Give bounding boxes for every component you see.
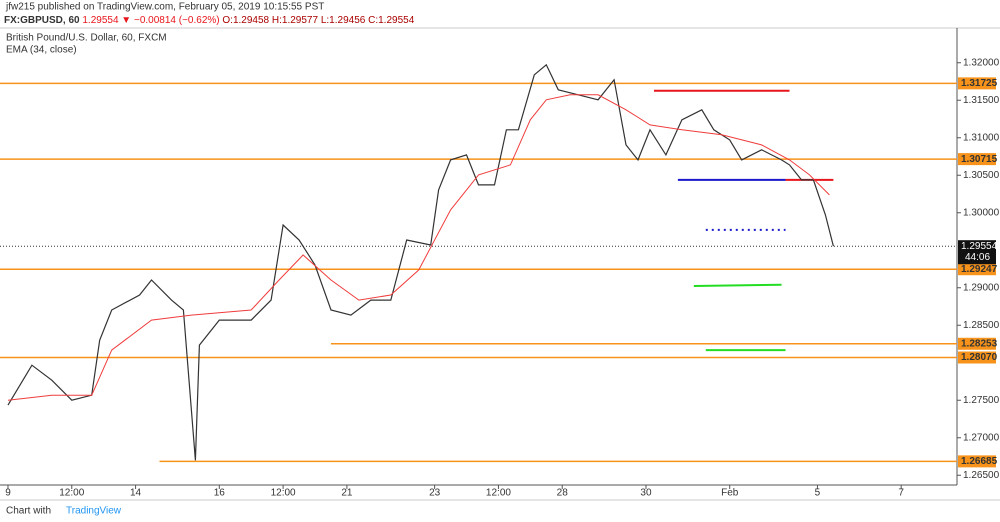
series-line: [7, 63, 834, 461]
arrow: ▼: [121, 15, 131, 26]
change: −0.00814 (−0.62%): [134, 15, 220, 26]
x-tick-label: 9: [5, 488, 11, 499]
level-label-box: [958, 455, 996, 468]
series-line: [7, 94, 830, 401]
last-price-box: [958, 240, 996, 265]
ohlc: L:1.29456: [321, 15, 366, 26]
last: 1.29554: [82, 15, 119, 26]
x-tick-label: Feb: [721, 488, 739, 499]
legend-entry: British Pound/U.S. Dollar, 60, FXCM: [6, 33, 167, 44]
level-label-box: [958, 337, 996, 350]
x-tick-label: 23: [429, 488, 441, 499]
y-tick-label: 1.31500: [963, 95, 1000, 106]
y-tick-label: 1.29000: [963, 282, 1000, 293]
footer-prefix: Chart with: [6, 506, 51, 517]
level-label: 1.28253: [961, 338, 998, 349]
symbol: FX:GBPUSD, 60: [4, 15, 80, 26]
y-tick-label: 1.32000: [963, 57, 1000, 68]
level-label: 1.31725: [961, 78, 998, 89]
published-line: jfw215 published on TradingView.com, Feb…: [5, 2, 324, 13]
countdown: 44:06: [965, 252, 990, 263]
quote-line: FX:GBPUSD, 60 1.29554 ▼ −0.00814 (−0.62%…: [4, 15, 415, 26]
level-label-box: [958, 153, 996, 166]
plot: 1.32000 1.31500 1.31000 1.30500 1.30000 1.290…: [0, 33, 1000, 499]
x-tick-label: 30: [640, 488, 652, 499]
y-tick-label: 1.28500: [963, 320, 1000, 331]
legend-entry: EMA (34, close): [6, 45, 77, 56]
y-tick-label: 1.31000: [963, 132, 1000, 143]
level-label-box: [958, 351, 996, 364]
y-tick-label: 1.27000: [963, 432, 1000, 443]
x-tick-label: 12:00: [486, 488, 511, 499]
last-price-label: 1.29554: [961, 241, 998, 252]
ohlc: C:1.29554: [368, 15, 415, 26]
drawing: [693, 283, 782, 288]
ohlc: H:1.29577: [272, 15, 319, 26]
level-label: 1.28070: [961, 352, 998, 363]
x-tick-label: 21: [341, 488, 353, 499]
ohlc: O:1.29458: [222, 15, 269, 26]
x-tick-label: 7: [898, 488, 904, 499]
x-tick-label: 5: [815, 488, 821, 499]
x-tick-label: 12:00: [271, 488, 296, 499]
y-tick-label: 1.27500: [963, 395, 1000, 406]
y-tick-label: 1.26500: [963, 470, 1000, 481]
level-label: 1.30715: [961, 154, 998, 165]
x-tick-label: 28: [557, 488, 569, 499]
x-tick-label: 14: [130, 488, 142, 499]
x-tick-label: 16: [214, 488, 226, 499]
level-label: 1.26685: [961, 456, 998, 467]
y-tick-label: 1.30500: [963, 170, 1000, 181]
level-label-box: [958, 77, 996, 90]
y-tick-label: 1.30000: [963, 207, 1000, 218]
level-label: 1.29247: [961, 264, 998, 275]
footer-brand[interactable]: TradingView: [66, 506, 122, 517]
x-tick-label: 12:00: [59, 488, 84, 499]
level-label-box: [958, 263, 996, 276]
